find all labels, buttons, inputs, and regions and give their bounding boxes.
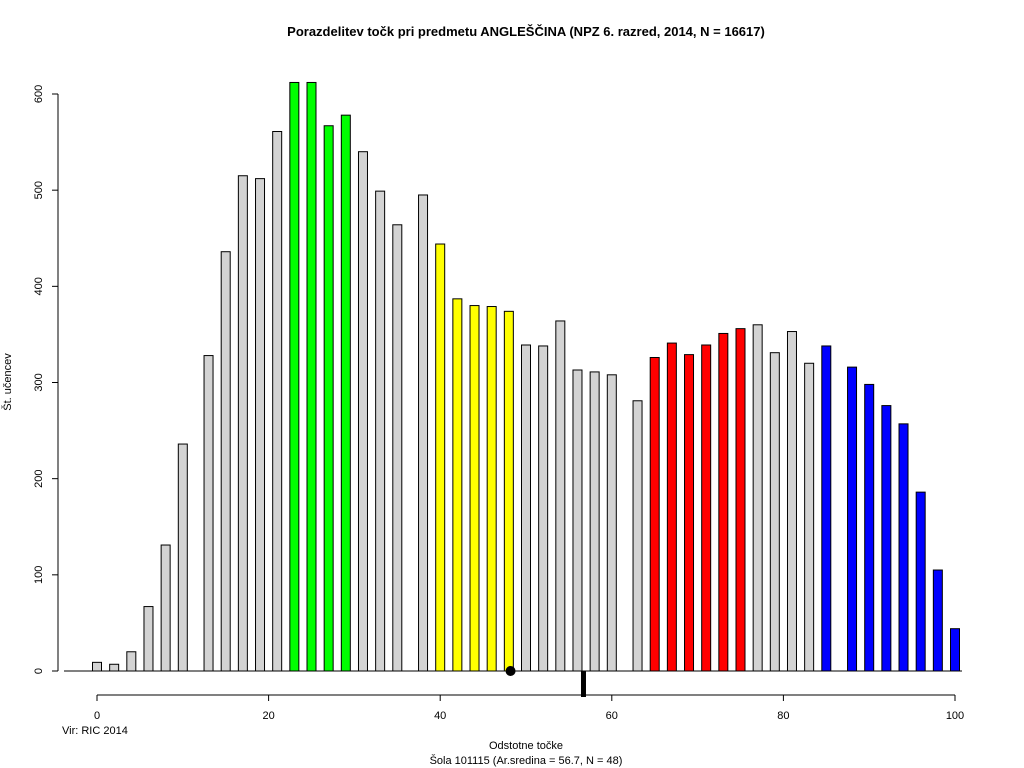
- bar-15: [220, 251, 231, 672]
- bar-58: [589, 371, 600, 672]
- y-ticks: 0 100 200 300 400 500 600: [33, 85, 58, 674]
- bar-88: [847, 366, 858, 672]
- bar-77: [752, 324, 763, 672]
- bar-27: [323, 125, 334, 672]
- bar-75: [735, 328, 746, 672]
- bar-4: [126, 651, 137, 672]
- chart-title: Porazdelitev točk pri predmetu ANGLEŠČIN…: [287, 24, 765, 39]
- bars-group: [92, 81, 960, 672]
- bar-90: [864, 383, 875, 672]
- bar-35: [392, 224, 403, 672]
- y-tick-label-400: 400: [33, 277, 45, 295]
- x-axis-label: Odstotne točke: [489, 740, 563, 752]
- bar-17: [237, 175, 248, 672]
- bar-19: [255, 178, 266, 672]
- bar-44: [469, 305, 480, 672]
- bar-25: [306, 81, 317, 672]
- bar-52: [538, 345, 549, 672]
- bar-40: [435, 243, 446, 672]
- bar-54: [555, 320, 566, 672]
- school-subtitle: Šola 101115 (Ar.sredina = 56.7, N = 48): [430, 754, 623, 767]
- bar-100: [950, 628, 960, 672]
- bar-23: [289, 81, 300, 672]
- y-tick-label-100: 100: [33, 566, 45, 584]
- bar-31: [357, 151, 368, 672]
- bar-0: [92, 661, 102, 672]
- bar-29: [340, 114, 351, 672]
- school-mean-marker: [580, 671, 586, 697]
- bar-46: [486, 306, 497, 672]
- bar-69: [684, 354, 695, 672]
- y-tick-label-200: 200: [33, 469, 45, 487]
- bar-96: [915, 491, 926, 672]
- y-tick-label-0: 0: [33, 668, 45, 674]
- bar-13: [203, 355, 214, 672]
- bar-21: [272, 131, 283, 672]
- bar-42: [452, 298, 463, 672]
- bar-71: [701, 344, 712, 672]
- bar-92: [881, 405, 892, 672]
- bar-2: [109, 663, 120, 672]
- x-tick-label-40: 40: [434, 710, 446, 722]
- bar-85: [821, 345, 832, 672]
- x-tick-label-0: 0: [94, 710, 100, 722]
- bar-60: [606, 374, 617, 672]
- x-tick-label-100: 100: [946, 710, 964, 722]
- school-score-dot-0: [505, 666, 516, 676]
- bar-67: [666, 342, 677, 672]
- school-markers: [505, 666, 586, 697]
- bar-10: [177, 443, 188, 672]
- bar-98: [932, 569, 943, 672]
- y-axis-label: Št. učencev: [1, 353, 14, 411]
- bar-38: [418, 194, 429, 672]
- bar-6: [143, 606, 154, 672]
- bar-33: [375, 190, 386, 672]
- bar-56: [572, 369, 583, 672]
- bar-83: [804, 362, 815, 672]
- source-note: Vir: RIC 2014: [62, 725, 128, 737]
- bar-48: [503, 310, 514, 672]
- bar-65: [649, 356, 660, 672]
- bar-8: [160, 544, 171, 672]
- y-tick-label-600: 600: [33, 85, 45, 103]
- x-tick-label-80: 80: [777, 710, 789, 722]
- bar-50: [521, 344, 531, 672]
- bar-94: [898, 423, 909, 672]
- bar-63: [632, 400, 643, 672]
- x-tick-label-60: 60: [606, 710, 618, 722]
- x-tick-label-20: 20: [262, 710, 274, 722]
- bar-79: [769, 352, 780, 672]
- x-ticks: 0 20 40 60 80 100: [94, 695, 964, 722]
- bar-81: [786, 331, 797, 672]
- y-tick-label-500: 500: [33, 181, 45, 199]
- bar-73: [718, 332, 729, 672]
- y-tick-label-300: 300: [33, 373, 45, 391]
